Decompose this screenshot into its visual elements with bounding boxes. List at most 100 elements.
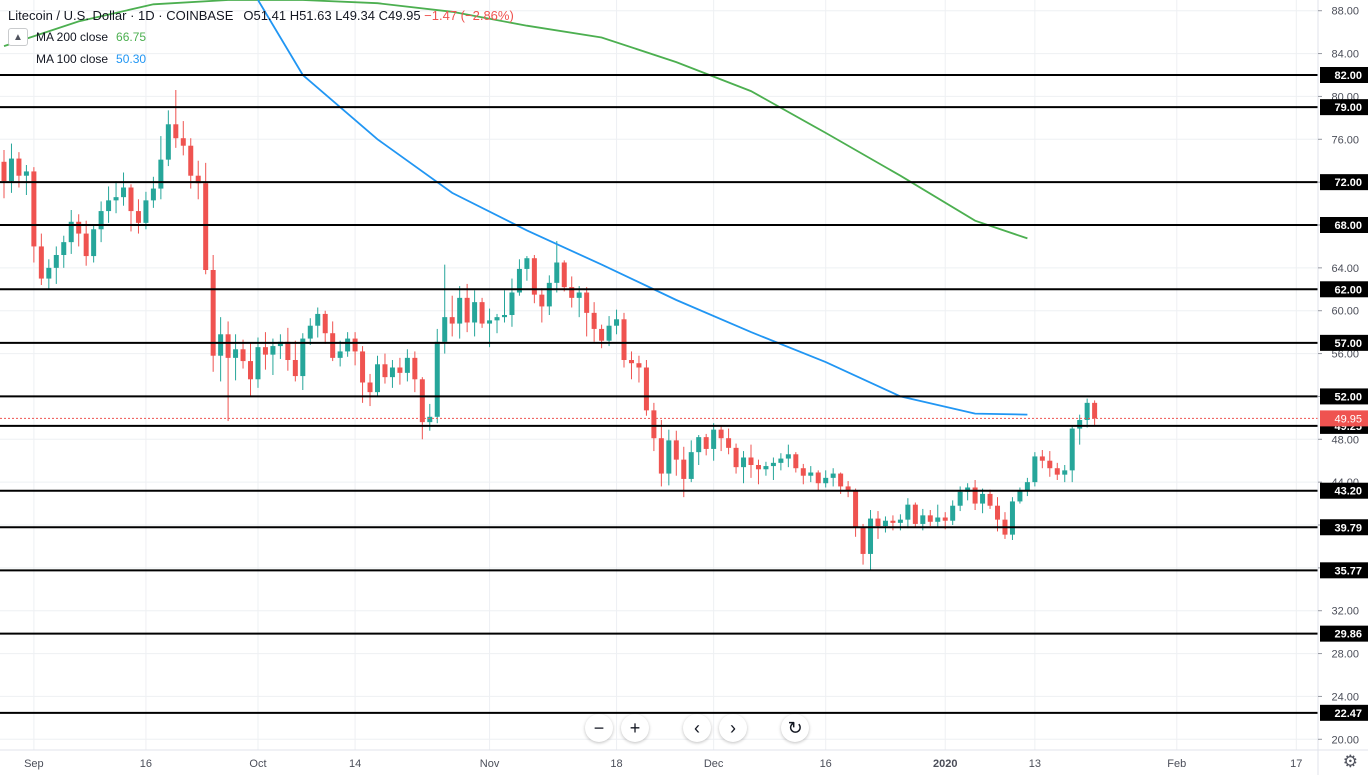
candle-body [920,515,926,524]
candle-body [248,361,254,380]
level-price-label-bg [1320,625,1368,642]
price-tick-label: 76.00 [1331,134,1359,146]
scroll-right-button[interactable]: › [719,714,747,742]
last-price-label-bg [1320,410,1368,427]
candle-body [285,341,291,360]
candle-body [763,466,769,470]
price-tick-label: 88.00 [1331,6,1359,18]
candle-body [375,364,380,393]
candle-body [135,211,141,223]
reset-chart-button[interactable]: ↻ [781,714,809,742]
time-tick-label: 13 [1029,758,1041,770]
candle-body [793,454,799,469]
candle-body [397,367,403,373]
candle-body [1084,402,1090,420]
candle-body [449,317,455,324]
candle-body [815,472,821,484]
candle-body [711,429,717,449]
level-price-label: 29.86 [1334,629,1362,641]
candle-body [367,382,373,393]
candle-body [905,504,911,520]
candle-body [561,262,567,288]
candle-body [808,472,814,476]
candle-body [882,520,888,527]
level-price-label: 22.47 [1334,708,1362,720]
price-tick-label: 56.00 [1331,349,1359,361]
candle-body [360,351,366,383]
candle-body [240,349,246,362]
candle-body [292,360,298,377]
candle-body [987,493,993,506]
scroll-left-button[interactable]: ‹ [683,714,711,742]
candle-body [203,183,209,270]
candle-body [733,447,739,468]
candle-body [1,161,7,182]
high-value: H51.63 [289,8,332,23]
price-tick-label: 84.00 [1331,49,1359,61]
candle-body [681,459,687,479]
last-price-label: 49.95 [1334,413,1362,425]
candle-body [128,187,134,212]
candle-body [389,367,395,378]
candle-body [337,351,343,358]
candle-body [165,124,171,160]
level-price-label-bg [1320,388,1368,405]
candle-body [935,517,941,522]
candle-body [554,262,560,283]
candle-body [53,255,59,268]
candle-body [143,200,149,223]
candle-body [158,159,164,189]
price-tick-label: 20.00 [1331,734,1359,746]
candle-body [479,302,485,324]
level-price-label: 79.00 [1334,102,1362,114]
candle-body [487,320,493,324]
settings-gear-icon[interactable]: ⚙ [1342,752,1358,771]
candle-body [1024,482,1030,491]
candle-body [1039,456,1045,461]
symbol-title: Litecoin / U.S. Dollar · 1D · COINBASE [8,8,234,23]
zoom-out-button[interactable]: − [585,714,613,742]
price-tick-label: 24.00 [1331,691,1359,703]
level-price-label: 52.00 [1334,391,1362,403]
candle-body [1054,468,1060,475]
candle-body [546,282,552,307]
candle-body [83,233,89,257]
candle-body [509,292,515,315]
time-tick-label: Sep [24,758,44,770]
level-price-label-bg [1320,704,1368,721]
candle-body [726,438,732,448]
candle-body [673,440,679,460]
candle-body [927,515,933,522]
candle-body [868,518,874,554]
ma200-line [3,0,1028,240]
candle-body [599,328,605,341]
candle-body [591,312,597,329]
candle-body [106,200,112,212]
candle-body [718,429,724,439]
collapse-legend-icon[interactable]: ▲ [8,28,28,46]
close-value: C49.95 [378,8,421,23]
candle-body [218,334,224,356]
candle-body [569,287,575,298]
candle-body [942,517,948,521]
level-price-label: 72.00 [1334,177,1362,189]
level-price-label-bg [1320,174,1368,191]
candle-body [890,520,896,523]
zoom-in-button[interactable]: + [621,714,649,742]
time-tick-label: 17 [1290,758,1302,770]
low-value: L49.34 [335,8,375,23]
candle-body [61,242,67,255]
candle-body [307,325,313,339]
candle-body [121,187,127,198]
candle-body [345,338,351,352]
candle-body [584,292,590,313]
candle-body [860,527,866,554]
level-price-label-bg [1320,67,1368,83]
candle-body [195,175,201,184]
candle-body [539,294,545,307]
level-price-label-bg [1320,99,1368,116]
candle-body [606,325,612,341]
candle-body [1077,420,1083,429]
candle-body [382,364,388,378]
